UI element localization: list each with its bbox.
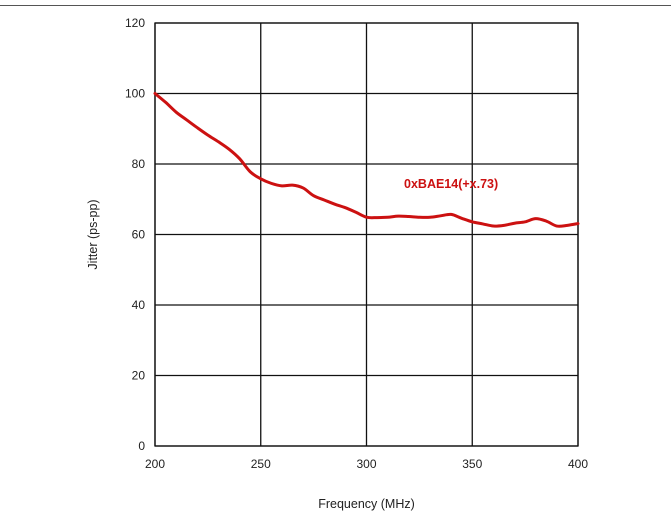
x-tick-label: 200: [145, 457, 165, 471]
y-tick-label: 100: [125, 87, 145, 101]
y-tick-label: 0: [138, 439, 145, 453]
series-group: [153, 92, 580, 228]
x-axis-ticks: 200 250 300 350 400: [145, 457, 588, 471]
x-tick-label: 400: [568, 457, 588, 471]
plot-area-frame: [154, 22, 579, 447]
y-tick-label: 120: [125, 16, 145, 30]
y-tick-label: 80: [132, 157, 146, 171]
y-tick-label: 20: [132, 369, 146, 383]
x-tick-label: 300: [356, 457, 376, 471]
y-axis-label: Jitter (ps-pp): [86, 199, 100, 269]
annotations: 0xBAE14(+x.73): [404, 177, 498, 191]
y-tick-label: 60: [132, 228, 146, 242]
x-axis-label: Frequency (MHz): [318, 497, 415, 511]
series-line: [153, 92, 580, 228]
x-tick-label: 250: [251, 457, 271, 471]
series-annotation-label: 0xBAE14(+x.73): [404, 177, 498, 191]
y-axis-ticks: 0 20 40 60 80 100 120: [125, 16, 145, 453]
top-border-line: [0, 5, 671, 6]
grid: [154, 22, 579, 447]
y-tick-label: 40: [132, 298, 146, 312]
x-tick-label: 350: [462, 457, 482, 471]
